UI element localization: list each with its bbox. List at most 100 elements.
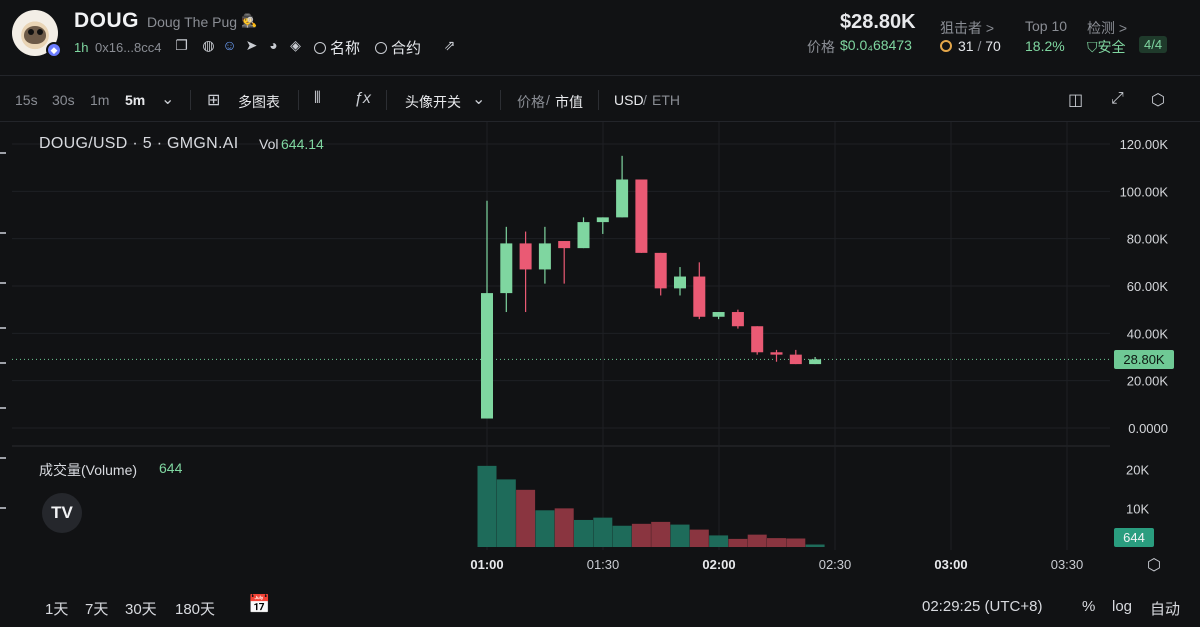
multi-chart-button[interactable]: 多图表 (238, 94, 280, 110)
volume-tick-label: 20K (1126, 463, 1149, 478)
camera-screenshot-icon[interactable]: ◫ (1068, 92, 1084, 109)
token-header (0, 0, 1200, 76)
candle-body (654, 252, 667, 289)
sniper-total: 70 (985, 38, 1001, 54)
rail-tool-mark[interactable] (0, 152, 6, 154)
contract-address[interactable]: 0x16...8cc4 (95, 40, 162, 55)
fullscreen-icon[interactable]: ⤢ (1111, 90, 1124, 107)
telegram-icon[interactable]: ➤ (245, 37, 258, 53)
current-volume-tag: 644 (1114, 528, 1154, 547)
interval-1m[interactable]: 1m (90, 92, 110, 108)
website-globe-icon[interactable]: ◍ (202, 37, 215, 53)
range-30d[interactable]: 30天 (125, 601, 157, 618)
tradingview-logo-icon[interactable]: TV (42, 493, 82, 533)
rail-tool-mark[interactable] (0, 282, 6, 284)
date-range-calendar-icon[interactable]: 📅 (248, 594, 271, 614)
pug-eye-icon (37, 29, 43, 35)
external-link-icon[interactable]: ⇗ (443, 37, 456, 53)
detect-status: ⛉安全 (1087, 37, 1126, 57)
market-cap-toggle[interactable]: 市值 (555, 94, 583, 110)
volume-bars-layer (477, 465, 825, 547)
drawing-tools-rail[interactable] (0, 122, 10, 627)
range-7d[interactable]: 7天 (85, 601, 109, 618)
candle-body (731, 312, 744, 327)
rail-tool-mark[interactable] (0, 232, 6, 234)
volume-bar (496, 479, 516, 547)
price-tick-label: 0.0000 (1128, 421, 1168, 436)
chart-analytics-icon[interactable]: ◕ (269, 37, 278, 53)
detective-icon: 🕵 (241, 13, 258, 28)
price-tick-label: 20.00K (1127, 374, 1169, 389)
divider (500, 90, 501, 110)
percent-scale-toggle[interactable]: % (1082, 598, 1096, 615)
time-tick-label: 03:00 (934, 557, 967, 572)
slash: / (546, 92, 550, 108)
candlestick-chart[interactable]: 120.00K 100.00K 80.00K 60.00K 40.00K 20.00K 0.… (0, 122, 1200, 582)
rail-tool-mark[interactable] (0, 327, 6, 329)
search-by-contract-link[interactable]: 合约 (375, 37, 421, 58)
avatar-toggle-button[interactable]: 头像开关 (405, 94, 461, 110)
interval-15s[interactable]: 15s (15, 92, 38, 108)
candle-body (751, 326, 764, 353)
search-by-name-link[interactable]: 名称 (314, 37, 360, 58)
candle-body (789, 354, 802, 365)
current-price-tag: 28.80K (1114, 350, 1174, 369)
top10-value: 18.2% (1025, 38, 1065, 54)
detect-link[interactable]: 检测 > (1087, 20, 1128, 36)
search-icon (375, 42, 387, 54)
interval-30s[interactable]: 30s (52, 92, 75, 108)
time-tick-label: 01:30 (587, 557, 620, 572)
log-scale-toggle[interactable]: log (1112, 598, 1133, 615)
copy-icon[interactable]: ❐ (175, 37, 188, 53)
pug-face-icon (24, 26, 46, 44)
chevron-down-icon[interactable]: ⌄ (161, 91, 175, 108)
vol-label: Vol (259, 136, 279, 152)
time-tick-label: 03:30 (1051, 557, 1084, 572)
axis-settings-icon[interactable]: ⬡ (1147, 557, 1161, 574)
utc-clock[interactable]: 02:29:25 (UTC+8) (922, 598, 1043, 615)
divider (190, 90, 191, 110)
candle-body (616, 179, 629, 218)
rail-tool-mark[interactable] (0, 457, 6, 459)
user-profile-icon[interactable]: ☺ (222, 37, 237, 53)
time-axis: 01:00 01:30 02:00 02:30 03:00 03:30 (470, 557, 1083, 572)
detect-value: 安全 (1097, 39, 1126, 55)
token-name: Doug The Pug (147, 14, 238, 30)
price-label: 价格 (807, 39, 835, 55)
range-180d[interactable]: 180天 (175, 601, 216, 618)
candle-body (674, 276, 686, 289)
candle-body (558, 241, 571, 249)
sniper-link[interactable]: 狙击者 > (940, 20, 995, 36)
indicators-fx-icon[interactable]: ƒx (354, 90, 371, 107)
range-1d[interactable]: 1天 (45, 601, 69, 618)
rail-tool-mark[interactable] (0, 407, 6, 409)
auto-scale-toggle[interactable]: 自动 (1150, 601, 1181, 618)
rail-tool-mark[interactable] (0, 507, 6, 509)
volume-bar (670, 524, 690, 547)
volume-pane-label: 成交量(Volume) (39, 462, 138, 478)
volume-axis: 20K 10K (1126, 463, 1149, 517)
volume-bar (574, 519, 593, 547)
volume-bar (709, 535, 729, 547)
search-name-label: 名称 (330, 40, 361, 57)
candle-body (635, 179, 648, 253)
candlestick-type-icon[interactable]: ⫴ (314, 90, 321, 107)
volume-tick-label: 10K (1126, 501, 1149, 516)
price-value: $0.0₄68473 (840, 37, 912, 53)
chevron-down-icon[interactable]: ⌄ (472, 91, 486, 108)
rail-tool-mark[interactable] (0, 362, 6, 364)
volume-bar (786, 538, 806, 547)
time-tick-label: 01:00 (470, 557, 503, 572)
eth-toggle[interactable]: ETH (652, 92, 680, 108)
vol-value: 644.14 (281, 136, 324, 152)
usd-toggle[interactable]: USD (614, 92, 644, 108)
candle-body (693, 276, 706, 317)
chart-title: DOUG/USD · 5 · GMGN.AI (39, 135, 239, 152)
settings-gear-icon[interactable]: ⬡ (1151, 92, 1165, 109)
volume-bar (631, 523, 651, 547)
add-chart-icon[interactable]: ⊞ (207, 92, 221, 109)
candle-body (712, 312, 725, 317)
dex-tools-icon[interactable]: ◈ (290, 37, 301, 53)
price-toggle[interactable]: 价格 (517, 94, 545, 110)
interval-5m[interactable]: 5m (125, 92, 146, 108)
